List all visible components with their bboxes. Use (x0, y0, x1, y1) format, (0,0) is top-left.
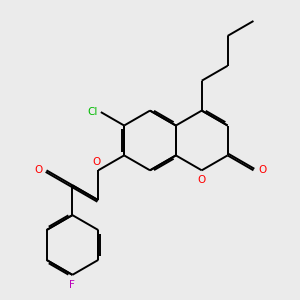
Text: F: F (70, 280, 75, 290)
Text: O: O (93, 157, 101, 167)
Text: O: O (35, 165, 43, 175)
Text: O: O (258, 165, 266, 175)
Text: O: O (198, 175, 206, 185)
Text: Cl: Cl (88, 107, 98, 117)
